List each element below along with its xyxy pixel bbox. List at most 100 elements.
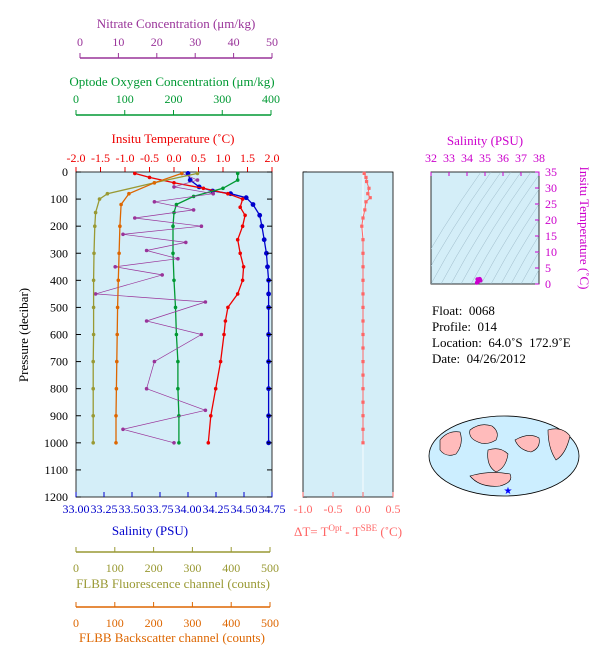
backscatter-profile-point: [127, 191, 131, 196]
nitrate-profile-point: [211, 191, 215, 196]
dt-point: [361, 332, 365, 337]
dt-point: [361, 292, 365, 296]
dt-point: [361, 441, 365, 445]
ts-temperature-tick-label: 10: [545, 245, 557, 259]
pressure-tick-label: 600: [50, 328, 68, 342]
salinity-profile-point: [261, 237, 267, 243]
nitrate-profile-point: [121, 427, 125, 432]
fluorescence-profile-point: [93, 210, 98, 215]
temperature-profile-point: [201, 186, 206, 191]
salinity-tick-label: 34.00: [175, 502, 202, 516]
ts-point: [478, 278, 483, 283]
fluorescence-profile-point: [91, 386, 95, 391]
nitrate-profile-point: [203, 408, 208, 413]
nitrate-axis-title: Nitrate Concentration (μm/kg): [97, 16, 256, 31]
backscatter-profile-point: [117, 251, 121, 256]
salinity-axis-title: Salinity (PSU): [112, 523, 188, 538]
salinity-profile-point: [264, 250, 269, 256]
temperature-profile-point: [238, 205, 242, 209]
dt-point: [361, 373, 365, 377]
ts-salinity-tick-label: 32: [425, 151, 437, 165]
temperature-profile-point: [213, 386, 218, 391]
nitrate-tick-label: 20: [151, 35, 163, 49]
oxygen-tick-label: 200: [165, 92, 183, 106]
dt-point: [361, 251, 365, 255]
salinity-tick-label: 33.50: [119, 502, 146, 516]
location: Location: 64.0˚S 172.9˚E: [432, 335, 571, 350]
ts-density-contour: [431, 172, 502, 284]
ts-density-contour: [520, 251, 539, 284]
oxygen-profile-point: [176, 386, 180, 391]
temperature-tick-label: -0.5: [140, 151, 159, 165]
dt-point: [366, 192, 370, 196]
pressure-tick-label: 1000: [44, 436, 68, 450]
ts-panel: Salinity (PSU) 32 33 34 35 36 37 38 0 5 10 15 20 25 3…: [425, 133, 592, 291]
fluorescence-tick-label: 100: [106, 561, 124, 575]
ts-temperature-tick-label: 0: [545, 277, 551, 291]
ts-density-contour: [460, 172, 532, 284]
dt-point: [367, 186, 371, 190]
dt-tick-label: -1.0: [294, 502, 313, 516]
nitrate-profile-point: [144, 319, 149, 323]
nitrate-profile-point: [93, 292, 98, 296]
temperature-profile-point: [209, 414, 213, 418]
oxygen-profile-point: [221, 186, 225, 191]
ts-salinity-tick-label: 34: [461, 151, 473, 165]
nitrate-tick-label: 30: [189, 35, 201, 49]
temperature-tick-label: -1.0: [116, 151, 135, 165]
salinity-tick-label: 33.75: [147, 502, 174, 516]
backscatter-profile-point: [115, 332, 119, 337]
temperature-profile-point: [226, 305, 230, 310]
backscatter-tick-label: 500: [261, 616, 279, 630]
backscatter-profile-point: [116, 278, 121, 283]
pressure-tick-label: 100: [50, 192, 68, 206]
nitrate-tick-label: 0: [77, 35, 83, 49]
fluorescence-profile-point: [91, 359, 95, 364]
fluorescence-profile-point: [105, 191, 110, 196]
pressure-tick-label: 800: [50, 382, 68, 396]
temperature-profile-point: [235, 292, 240, 296]
pressure-tick-label: 300: [50, 246, 68, 260]
ts-temperature-tick-label: 20: [545, 213, 557, 227]
ts-temperature-tick-label: 35: [545, 165, 557, 179]
temperature-profile-point: [206, 441, 211, 445]
nitrate-profile-point: [113, 265, 117, 269]
fluorescence-profile-point: [91, 441, 95, 445]
ts-density-contour: [440, 172, 512, 284]
pressure-tick-label: 500: [50, 300, 68, 314]
pressure-tick-label: 700: [50, 355, 68, 369]
nitrate-tick-label: 50: [266, 35, 278, 49]
dt-panel: -1.0 -0.5 0.0 0.5 ΔT= TOpt - TSBE (˚C): [294, 171, 402, 539]
temperature-profile-point: [226, 191, 230, 196]
temperature-tick-label: 1.0: [216, 151, 231, 165]
pressure-tick-label: 1100: [44, 463, 68, 477]
oxygen-profile-point: [174, 202, 179, 207]
temperature-tick-label: 0.5: [191, 151, 206, 165]
nitrate-profile-point: [172, 441, 176, 445]
dt-point: [361, 346, 365, 350]
temperature-profile-point: [222, 332, 226, 337]
dt-point: [361, 414, 365, 418]
ts-salinity-tick-label: 33: [443, 151, 455, 165]
dt-point: [361, 305, 365, 309]
date: Date: 04/26/2012: [432, 351, 526, 366]
dt-point: [361, 319, 365, 323]
ts-temperature-tick-label: 15: [545, 229, 557, 243]
fluorescence-profile-point: [91, 414, 95, 418]
dt-point: [361, 238, 365, 242]
oxygen-profile-point: [174, 332, 179, 337]
backscatter-tick-label: 0: [73, 616, 79, 630]
salinity-tick-label: 33.25: [91, 502, 118, 516]
backscatter-axis-title: FLBB Backscatter channel (counts): [79, 630, 265, 645]
backscatter-profile-point: [115, 359, 119, 364]
dt-tick-label: 0.0: [356, 502, 371, 516]
dt-point: [364, 200, 368, 204]
temperature-profile-point: [240, 224, 245, 228]
ts-density-contour: [431, 172, 492, 267]
temperature-profile-point: [172, 181, 176, 185]
profile-id: Profile: 014: [432, 319, 497, 334]
float-info: Float: 0068 Profile: 014 Location: 64.0˚…: [432, 303, 571, 367]
fluorescence-tick-label: 200: [145, 561, 163, 575]
dt-point: [365, 179, 369, 184]
